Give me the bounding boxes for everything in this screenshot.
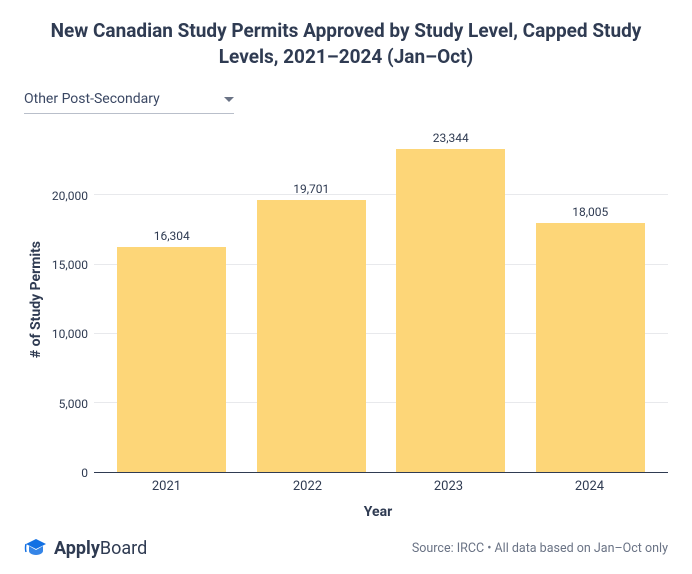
x-axis-label: Year <box>88 504 668 520</box>
plot-area: 16,304 19,701 23,344 18,005 <box>94 126 668 473</box>
chevron-down-icon <box>224 97 234 102</box>
bar-value-label: 18,005 <box>572 205 608 219</box>
bar-value-label: 16,304 <box>154 229 190 243</box>
y-tick-label: 20,000 <box>52 189 88 203</box>
source-text: Source: IRCC • All data based on Jan–Oct… <box>412 541 668 556</box>
bar-group: 23,344 <box>381 126 521 472</box>
study-level-dropdown[interactable]: Other Post-Secondary <box>24 87 234 114</box>
graduation-cap-icon <box>24 536 48 560</box>
x-axis-ticks: 2021202220232024 <box>88 473 668 494</box>
applyboard-logo: ApplyBoard <box>24 536 147 560</box>
y-axis-ticks: 05,00010,00015,00020,000 <box>44 126 94 473</box>
y-tick-label: 15,000 <box>52 258 88 272</box>
footer: ApplyBoard Source: IRCC • All data based… <box>24 536 668 560</box>
bar[interactable] <box>257 200 366 472</box>
y-axis-label: # of Study Permits <box>24 241 44 358</box>
bar[interactable] <box>396 149 505 472</box>
bar-value-label: 23,344 <box>433 131 469 145</box>
x-tick-label: 2024 <box>519 479 660 494</box>
chart: # of Study Permits 0 5,000 10,000 15,000 20,… <box>24 126 668 520</box>
x-tick-label: 2021 <box>96 479 237 494</box>
bar-group: 16,304 <box>102 126 242 472</box>
bar-group: 18,005 <box>521 126 661 472</box>
bar[interactable] <box>536 223 645 472</box>
y-tick-label: 5,000 <box>59 397 88 411</box>
y-tick-label: 0 <box>81 466 88 480</box>
y-tick-label: 10,000 <box>52 327 88 341</box>
bar-value-label: 19,701 <box>293 182 329 196</box>
x-tick-label: 2023 <box>378 479 519 494</box>
dropdown-selected-value: Other Post-Secondary <box>24 91 160 107</box>
x-tick-label: 2022 <box>237 479 378 494</box>
bar-group: 19,701 <box>242 126 382 472</box>
chart-title: New Canadian Study Permits Approved by S… <box>34 18 658 69</box>
logo-text: ApplyBoard <box>54 538 147 559</box>
bar[interactable] <box>117 247 226 472</box>
